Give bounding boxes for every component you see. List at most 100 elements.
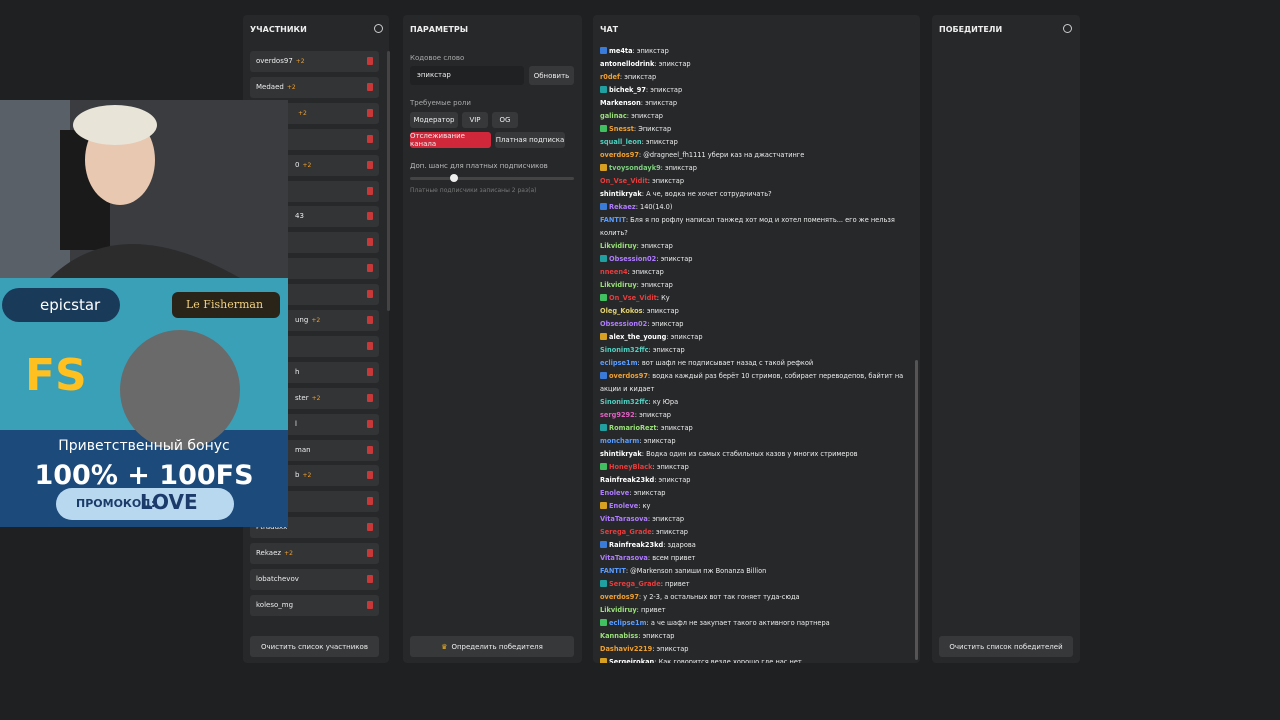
chat-separator: :	[647, 177, 653, 185]
participant-badge: +2	[295, 58, 305, 65]
participant-name-text: l	[295, 419, 297, 428]
chat-text: у 2-3, а остальных вот так гоняет туда-с…	[643, 593, 800, 601]
remove-icon[interactable]	[367, 264, 373, 273]
promo-pill	[56, 488, 234, 520]
code-input[interactable]: эпикстар	[410, 66, 524, 85]
chance-note: Платные подписчики записаны 2 раз(а)	[410, 187, 537, 194]
participant-badge: +2	[302, 472, 312, 480]
participant-item[interactable]: lobatchevov	[250, 569, 379, 590]
chat-separator: :	[654, 60, 659, 68]
chat-message: eclipse1m: вот шафл не подписывает назад…	[600, 357, 910, 370]
remove-icon[interactable]	[367, 212, 373, 221]
chat-message: Markenson: эпикстар	[600, 97, 910, 110]
remove-icon[interactable]	[367, 497, 373, 506]
chat-message: HoneyBlack: эпикстар	[600, 461, 910, 474]
chat-message: Likvidiruy: привет	[600, 604, 910, 617]
remove-icon[interactable]	[367, 419, 373, 428]
chat-message: Rainfreak23kd: эпикстар	[600, 474, 910, 487]
chat-user: Enoleve	[609, 502, 639, 510]
refresh-icon[interactable]	[1063, 24, 1072, 33]
chat-text: А че, водка не хочет сотрудничать?	[646, 190, 772, 198]
crown-icon: ♛	[441, 642, 448, 651]
remove-icon[interactable]	[367, 290, 373, 299]
chat-user: HoneyBlack	[609, 463, 653, 471]
remove-icon[interactable]	[367, 341, 373, 350]
chat-separator: :	[637, 359, 642, 367]
chat-text: эпикстар	[646, 307, 679, 315]
participant-item[interactable]: koleso_mg	[250, 594, 379, 616]
chat-separator: :	[648, 398, 653, 406]
remove-icon[interactable]	[367, 549, 373, 558]
chat-separator: :	[654, 658, 659, 663]
remove-icon[interactable]	[367, 134, 373, 143]
participant-name: 43	[295, 212, 304, 220]
tracking-button[interactable]: Отслеживание канала	[410, 132, 491, 148]
slider-thumb[interactable]	[450, 174, 458, 182]
search-icon[interactable]	[374, 24, 383, 33]
chat-text: эпикстар	[639, 411, 671, 419]
chat-user: overdos97	[609, 372, 648, 380]
participant-item[interactable]: overdos97 +2	[250, 51, 379, 72]
paid-button[interactable]: Платная подписка	[495, 132, 565, 148]
chat-user: Obsession02	[609, 255, 657, 263]
update-button[interactable]: Обновить	[529, 66, 574, 85]
clear-participants-button[interactable]: Очистить список участников	[250, 636, 379, 657]
chat-text: эпикстар	[624, 73, 657, 81]
chat-message: overdos97: водка каждый раз берёт 10 стр…	[600, 370, 910, 396]
remove-icon[interactable]	[367, 108, 373, 117]
remove-icon[interactable]	[367, 367, 373, 376]
role-button[interactable]: OG	[492, 112, 518, 128]
remove-icon[interactable]	[367, 600, 373, 609]
chance-label: Доп. шанс для платных подписчиков	[410, 162, 548, 170]
remove-icon[interactable]	[367, 82, 373, 91]
raccoon	[120, 330, 240, 450]
chat-message: nneen4: эпикстар	[600, 266, 910, 279]
chat-message: Kannabiss: эпикстар	[600, 630, 910, 643]
remove-icon[interactable]	[367, 393, 373, 402]
participant-badge: +2	[311, 394, 321, 402]
game: Le Fisherman	[186, 298, 264, 311]
participant-name-text: 0	[295, 160, 300, 169]
remove-icon[interactable]	[367, 445, 373, 454]
remove-icon[interactable]	[367, 523, 373, 532]
pick-winner-button[interactable]: ♛ Определить победителя	[410, 636, 574, 657]
remove-icon[interactable]	[367, 575, 373, 583]
remove-icon[interactable]	[367, 57, 373, 65]
remove-icon[interactable]	[367, 238, 373, 247]
chat-text: эпикстар	[642, 632, 675, 640]
chat-user: Kannabiss	[600, 632, 639, 640]
chat-message: Obsession02: эпикстар	[600, 318, 910, 331]
chat-panel: ЧАТ me4ta: эпикстар antonellodrink: эпикс…	[593, 15, 920, 663]
remove-icon[interactable]	[367, 316, 373, 324]
chat-message: Sergeirokan: Как говорится везде хорошо …	[600, 656, 910, 663]
clear-winners-button[interactable]: Очистить список победителей	[939, 636, 1073, 657]
chat-user: serg9292	[600, 411, 635, 419]
chat-text: здарова	[667, 541, 696, 549]
role-button[interactable]: Модератор	[410, 112, 458, 128]
stream-overlay: epicstar Le Fisherman FS Приветственный …	[0, 100, 288, 527]
remove-icon[interactable]	[367, 186, 373, 195]
badge-icon	[600, 580, 607, 587]
chat-text: Водка один из самых стабильных казов у м…	[646, 450, 858, 458]
chat-message: bichek_97: эпикстар	[600, 84, 910, 97]
chat-message: Serega_Grade: эпикстар	[600, 526, 910, 539]
chat-message: Sinonim32ffc: эпикстар	[600, 344, 910, 357]
remove-icon[interactable]	[367, 471, 373, 480]
chat-user: moncharm	[600, 437, 640, 445]
participant-badge: +2	[302, 161, 312, 169]
offer: 100% + 100FS	[34, 460, 254, 491]
chat-text: ку Юра	[652, 398, 679, 406]
participant-name-text: overdos97	[256, 57, 293, 65]
role-button[interactable]: VIP	[462, 112, 488, 128]
chat-user: galinac	[600, 112, 627, 120]
chat-separator: :	[625, 567, 631, 575]
chat-separator: :	[633, 125, 639, 133]
participant-name-text: 43	[295, 212, 304, 221]
remove-icon[interactable]	[367, 160, 373, 169]
participant-item[interactable]: Medaed +2	[250, 76, 379, 98]
participant-name: ster +2	[295, 394, 320, 402]
participant-item[interactable]: Rekaez +2	[250, 543, 379, 565]
chat-user: nneen4	[600, 268, 628, 276]
chat-separator: :	[641, 450, 647, 458]
chat-separator: :	[641, 138, 646, 146]
